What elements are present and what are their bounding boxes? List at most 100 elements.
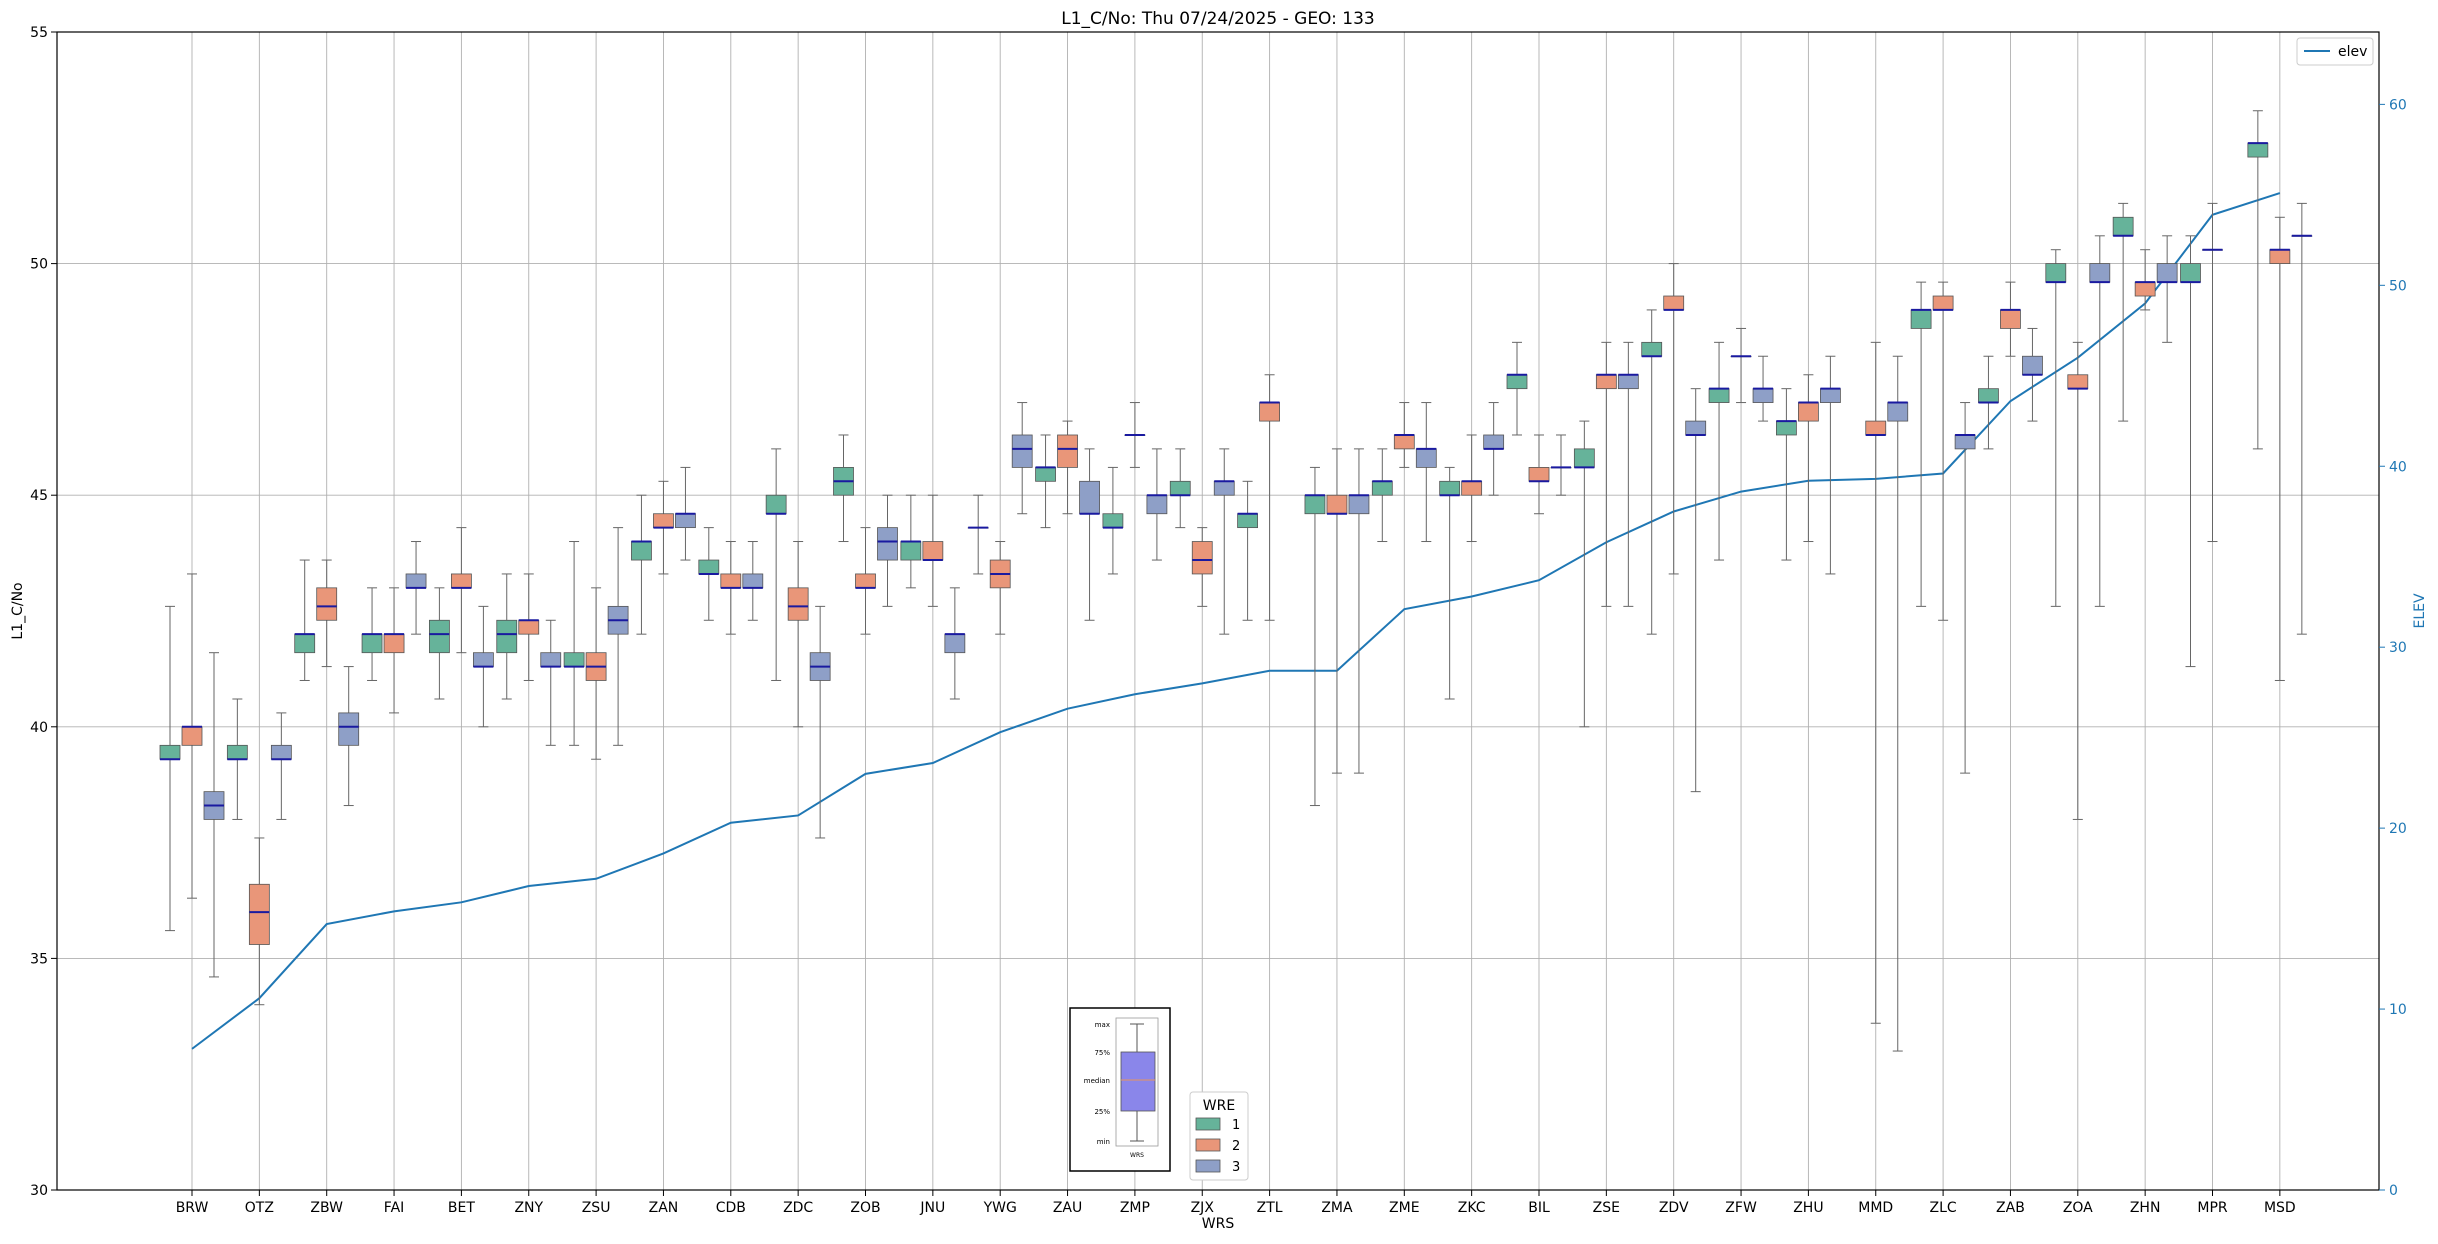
box-iqr	[2134, 281, 2156, 297]
box-iqr	[1259, 402, 1280, 422]
box-wre-1	[1371, 448, 1393, 543]
box-wre-1	[563, 541, 585, 746]
box-iqr	[294, 633, 316, 654]
box-wre-1	[1708, 341, 1730, 561]
box-wre-3	[1685, 388, 1707, 793]
wre-legend-label-2: 2	[1232, 1139, 1240, 1154]
box-wre-1	[967, 494, 989, 575]
x-tick-label: CDB	[716, 1200, 746, 1216]
box-wre-3	[2022, 327, 2043, 422]
box-wre-2	[316, 559, 338, 668]
y-tick-label: 45	[30, 488, 48, 504]
y2-tick-label: 60	[2389, 97, 2407, 113]
box-iqr	[1102, 513, 1124, 529]
box-iqr	[270, 744, 292, 760]
box-iqr	[1011, 434, 1033, 468]
box-wre-2	[720, 541, 742, 635]
box-wre-1	[1573, 420, 1595, 728]
boxplot-key-p75-label: 75%	[1094, 1049, 1110, 1057]
box-wre-2	[585, 587, 607, 760]
box-iqr	[2156, 263, 2178, 283]
elev-legend: elev	[2296, 37, 2374, 66]
box-wre-2	[1595, 341, 1617, 607]
box-iqr	[720, 573, 742, 589]
boxplot-key-min-label: min	[1097, 1138, 1110, 1146]
y2-tick-label: 30	[2389, 640, 2407, 656]
box-iqr	[2180, 263, 2201, 283]
box-wre-1	[226, 698, 248, 820]
axis-layer: 30 35 40 45 50 55 0 10 20 30 40 50 60 BRW OTZ ZBW FAI BET…	[30, 25, 2407, 1216]
x-tick-label: OTZ	[245, 1200, 274, 1216]
y2-tick-label: 20	[2389, 821, 2407, 837]
box-wre-1	[698, 527, 720, 621]
box-wre-1	[1439, 466, 1461, 700]
box-iqr	[900, 541, 922, 561]
x-tick-label: ZBW	[310, 1200, 343, 1216]
box-iqr	[1954, 434, 1976, 450]
box-wre-2	[1326, 448, 1348, 774]
box-iqr	[1663, 295, 1685, 311]
box-iqr	[1820, 388, 1841, 403]
box-iqr	[1506, 374, 1528, 390]
y2-tick-label: 40	[2389, 459, 2407, 475]
x-tick-label: ZAN	[649, 1200, 679, 1216]
x-tick-label: BET	[448, 1200, 475, 1216]
box-iqr	[653, 513, 674, 529]
box-iqr	[1371, 480, 1393, 496]
box-iqr	[742, 573, 764, 589]
box-iqr	[2022, 355, 2043, 376]
x-tick-label: ZDC	[783, 1200, 813, 1216]
x-tick-label: ZFW	[1725, 1200, 1757, 1216]
box-wre-2	[1461, 434, 1483, 543]
x-tick-label: BIL	[1528, 1200, 1550, 1216]
box-iqr	[1641, 341, 1663, 357]
x-tick-label: FAI	[384, 1200, 404, 1216]
box-wre-3	[877, 494, 898, 607]
box-wre-1	[1035, 434, 1056, 529]
box-iqr	[496, 619, 518, 654]
elev-line	[191, 192, 2281, 1050]
wre-legend-swatch-1	[1195, 1117, 1221, 1131]
box-wre-1	[1169, 448, 1191, 529]
box-iqr	[1439, 480, 1461, 496]
plot-frame	[56, 31, 2380, 1191]
box-wre-2	[248, 837, 270, 1006]
box-iqr	[383, 633, 405, 654]
boxplot-key-box	[1120, 1051, 1156, 1112]
x-tick-label: ZOB	[850, 1200, 880, 1216]
x-tick-label: ZMP	[1120, 1200, 1150, 1216]
box-iqr	[631, 541, 652, 561]
box-iqr	[2269, 249, 2291, 264]
box-wre-3	[1483, 402, 1505, 496]
boxplot-key: max 75% median 25% min WRS	[1069, 1007, 1171, 1172]
y2-axis-label: ELEV	[2412, 593, 2428, 628]
box-wre-1	[159, 605, 181, 932]
chart-title: L1_C/No: Thu 07/24/2025 - GEO: 133	[1061, 9, 1374, 29]
box-iqr	[1057, 434, 1078, 468]
box-iqr	[2089, 263, 2111, 283]
box-wre-2	[1865, 341, 1887, 1024]
box-iqr	[450, 573, 472, 589]
box-wre-1	[765, 448, 787, 681]
box-iqr	[1865, 420, 1887, 436]
x-tick-label: MPR	[2197, 1200, 2228, 1216]
box-iqr	[2247, 142, 2269, 158]
box-wre-1	[2045, 249, 2067, 607]
box-wre-2	[989, 541, 1011, 635]
box-wre-1	[294, 559, 316, 681]
y2-tick-label: 0	[2389, 1183, 2398, 1199]
box-wre-2	[2269, 216, 2291, 681]
box-wre-3	[1415, 402, 1437, 543]
box-iqr	[226, 744, 248, 760]
box-wre-1	[1304, 466, 1326, 807]
box-iqr	[698, 559, 720, 575]
box-wre-2	[518, 573, 540, 681]
y-tick-label: 35	[30, 951, 48, 967]
box-wre-3	[1213, 448, 1235, 635]
box-iqr	[1461, 480, 1483, 496]
box-wre-1	[1102, 466, 1124, 575]
box-wre-3	[1617, 341, 1639, 607]
wre-legend-label-3: 3	[1232, 1160, 1240, 1175]
box-iqr	[1887, 402, 1909, 422]
box-wre-3	[607, 527, 629, 746]
